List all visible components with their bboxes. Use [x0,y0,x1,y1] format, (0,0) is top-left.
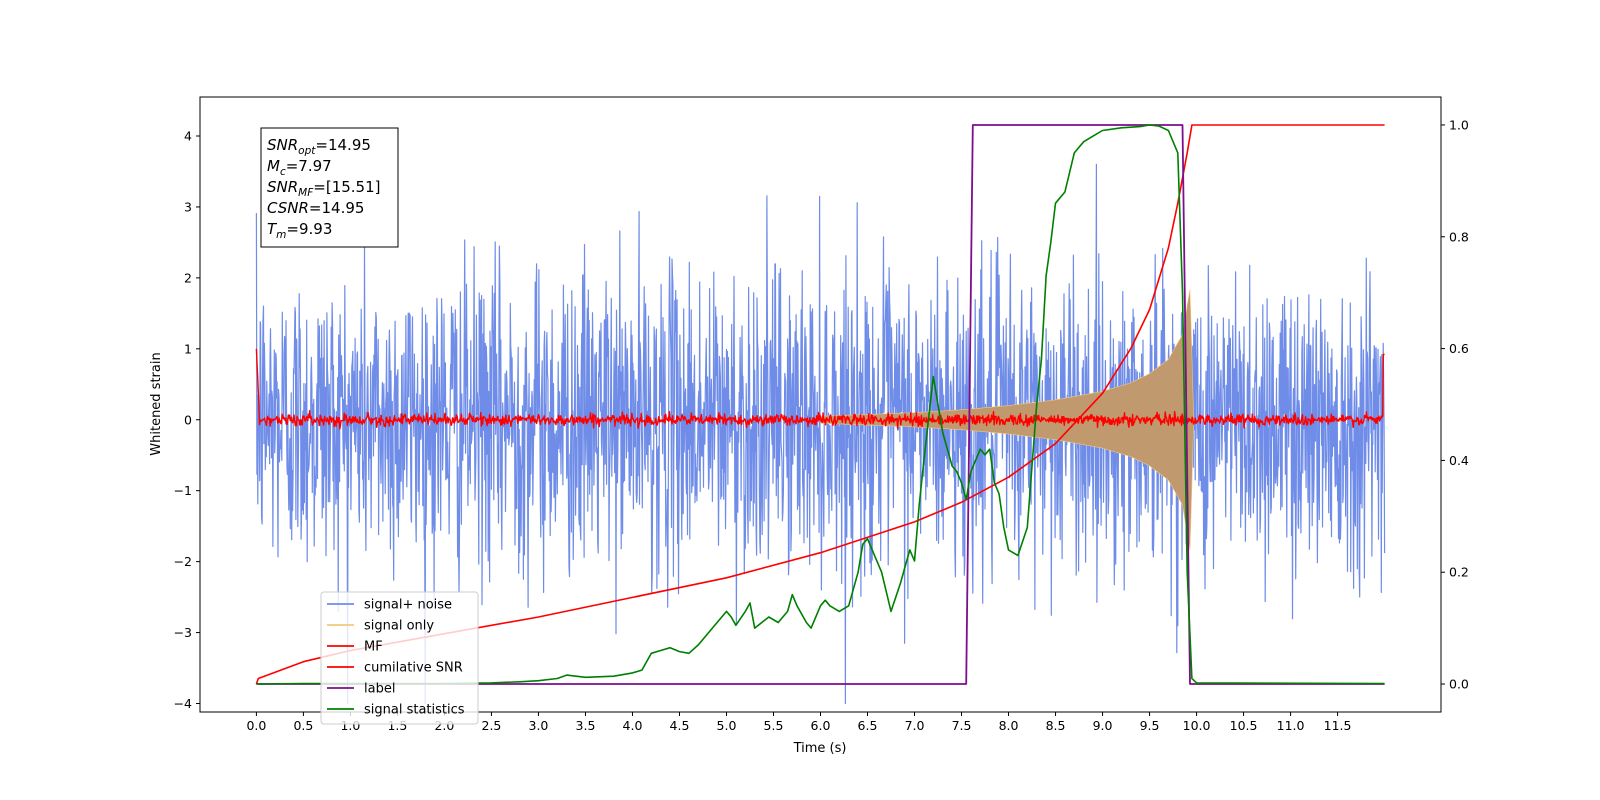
x-tick-label: 3.0 [529,718,549,733]
y-axis-label: Whitened strain [149,352,164,455]
y-right-tick-label: 0.8 [1449,229,1469,244]
y-right-tick-label: 1.0 [1449,117,1469,132]
y-right-tick-label: 0.2 [1449,565,1469,580]
signal-noise-line [255,163,1386,705]
x-axis-label: Time (s) [793,741,847,756]
x-tick-label: 3.5 [576,718,596,733]
x-tick-label: 10.5 [1230,718,1258,733]
legend-label: cumilative SNR [364,661,463,676]
y-left-tick-label: 2 [184,270,192,285]
x-tick-label: 0.5 [293,718,313,733]
x-tick-label: 5.0 [717,718,737,733]
plot-frame [199,96,1442,713]
annotation-line: CSNR=14.95 [267,199,364,217]
annotation-line: Tm=9.93 [267,220,332,241]
x-tick-label: 7.0 [905,718,925,733]
x-tick-label: 8.5 [1046,718,1066,733]
label-line [256,124,1385,685]
y-left-tick-label: 0 [184,412,192,427]
stats-annotation-box: SNRopt=14.95Mc=7.97SNRMF=[15.51]CSNR=14.… [260,127,399,248]
y-right-tick-label: 0.6 [1449,341,1469,356]
series-signal-noise [255,163,1386,705]
x-tick-label: 6.5 [858,718,878,733]
annotation-frame [260,127,399,248]
series-mf [255,348,1385,430]
y-left-tick-label: −2 [174,554,192,569]
y-left-tick-label: 4 [184,129,192,144]
y-left-tick-label: −4 [174,696,192,711]
x-tick-label: 4.5 [670,718,690,733]
x-tick-label: 7.5 [952,718,972,733]
series-label [256,124,1385,685]
y-right-tick-label: 0.4 [1449,453,1469,468]
signal-statistics-line [256,124,1385,685]
legend-label: signal statistics [364,703,465,718]
y-axis-left: 4 3 2 1 0 −1 −2 −3 −4 [174,129,200,711]
y-right-tick-label: 0.0 [1449,677,1469,692]
x-tick-label: 4.0 [623,718,643,733]
x-tick-label: 10.0 [1183,718,1211,733]
x-tick-label: 0.0 [246,718,266,733]
annotation-line: SNRMF=[15.51] [267,178,381,199]
legend-frame [320,591,479,725]
x-tick-label: 8.0 [999,718,1019,733]
x-tick-label: 11.5 [1324,718,1352,733]
y-axis-right: 1.0 0.8 0.6 0.4 0.2 0.0 [1441,117,1469,692]
x-tick-label: 9.5 [1140,718,1160,733]
legend: signal+ noise signal only MF cumilative SNR… [320,591,479,725]
annotation-line: Mc=7.97 [267,157,332,178]
legend-label: signal only [364,619,434,634]
legend-label: MF [364,640,383,655]
mf-line [255,348,1385,430]
legend-label: signal+ noise [364,598,452,613]
x-tick-label: 9.0 [1093,718,1113,733]
annotation-line: SNRopt=14.95 [267,136,371,157]
y-left-tick-label: 3 [184,199,192,214]
y-left-tick-label: −3 [174,625,192,640]
series-signal-statistics [256,124,1385,685]
x-tick-label: 6.0 [811,718,831,733]
x-tick-label: 2.5 [482,718,502,733]
legend-label: label [364,682,395,697]
y-left-tick-label: 1 [184,341,192,356]
y-left-tick-label: −1 [174,483,192,498]
x-tick-label: 5.5 [764,718,784,733]
x-tick-label: 11.0 [1277,718,1305,733]
